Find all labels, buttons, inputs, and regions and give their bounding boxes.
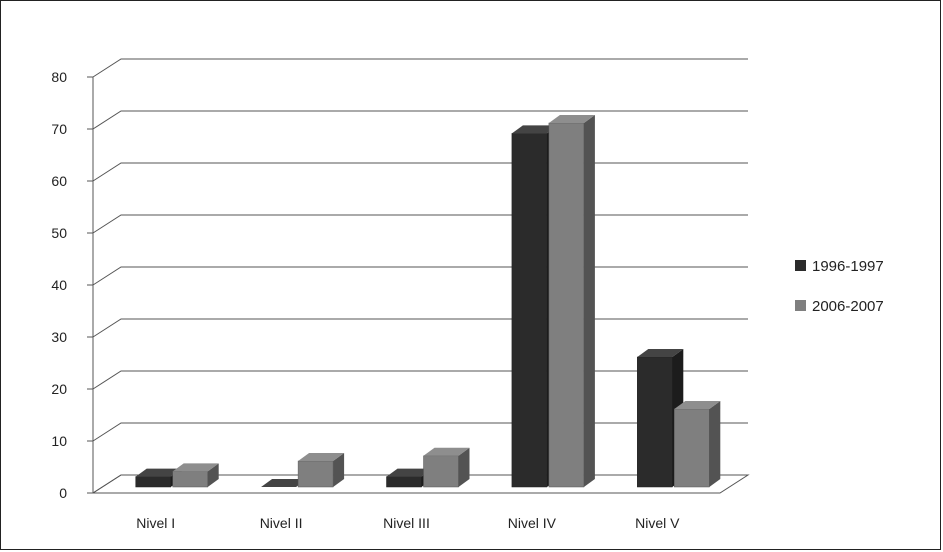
legend-swatch	[795, 260, 806, 271]
y-tick-label: 50	[51, 225, 67, 241]
x-tick-label: Nivel II	[260, 515, 303, 531]
y-axis-ticks: 0 10 20 30 40 50 60 70 80	[51, 69, 93, 501]
gridline	[92, 266, 748, 286]
gridline	[92, 110, 748, 130]
floor	[91, 474, 750, 494]
y-tick-label: 20	[51, 381, 67, 397]
legend-label: 1996-1997	[812, 258, 884, 275]
bar	[297, 453, 345, 488]
bar	[674, 401, 721, 488]
x-tick-label: Nivel IV	[508, 515, 557, 531]
bar	[172, 463, 219, 488]
bar	[548, 115, 595, 488]
bar	[423, 447, 470, 488]
bar	[261, 479, 308, 487]
y-tick-label: 80	[51, 69, 67, 85]
gridline	[92, 162, 748, 182]
bars	[135, 115, 721, 488]
y-tick-label: 60	[51, 173, 67, 189]
x-tick-label: Nivel V	[635, 515, 680, 531]
legend: 1996-1997 2006-2007	[795, 258, 884, 315]
y-tick-label: 30	[51, 329, 67, 345]
y-tick-label: 0	[59, 485, 67, 501]
gridline	[92, 58, 748, 78]
gridline	[92, 318, 748, 338]
x-axis-labels: Nivel I Nivel II Nivel III Nivel IV Nivel V	[136, 515, 680, 531]
legend-swatch	[795, 300, 806, 311]
x-tick-label: Nivel I	[136, 515, 175, 531]
legend-label: 2006-2007	[812, 298, 884, 315]
x-tick-label: Nivel III	[383, 515, 430, 531]
y-tick-label: 10	[51, 433, 67, 449]
gridline	[92, 214, 748, 234]
y-tick-label: 70	[51, 121, 67, 137]
y-tick-label: 40	[51, 277, 67, 293]
